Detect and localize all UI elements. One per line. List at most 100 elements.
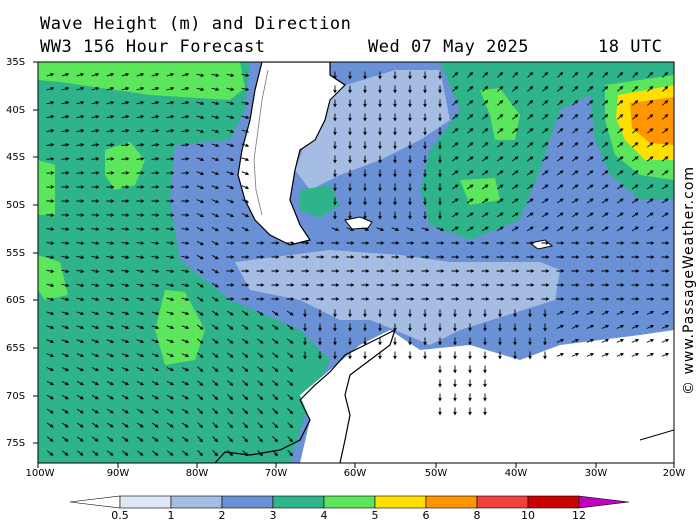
direction-arrow	[331, 269, 340, 273]
direction-arrow	[196, 73, 205, 78]
legend-label-0-5: 0.5	[111, 509, 129, 522]
direction-arrow	[617, 114, 624, 120]
direction-arrow	[541, 283, 550, 287]
direction-arrow	[616, 156, 624, 162]
direction-arrow	[196, 227, 204, 232]
direction-arrow	[211, 157, 220, 162]
direction-arrow	[136, 269, 145, 274]
direction-arrow	[196, 115, 205, 120]
direction-arrow	[196, 324, 204, 330]
direction-arrow	[301, 241, 310, 245]
direction-arrow	[646, 310, 654, 315]
direction-arrow	[421, 297, 430, 301]
direction-arrow	[76, 100, 85, 105]
direction-arrow	[46, 283, 55, 288]
direction-arrow	[346, 255, 355, 259]
direction-arrow	[303, 309, 307, 318]
direction-arrow	[76, 297, 85, 302]
direction-arrow	[61, 394, 69, 400]
direction-arrow	[91, 157, 100, 161]
direction-arrow	[197, 352, 204, 358]
lat-label-65s: 65S	[6, 343, 26, 354]
direction-arrow	[46, 408, 54, 414]
wave-zone-west-bright-5	[38, 62, 245, 100]
direction-arrow	[211, 115, 220, 120]
direction-arrow	[511, 269, 520, 273]
direction-arrow	[602, 128, 609, 134]
direction-arrow	[241, 213, 250, 218]
direction-arrow	[421, 255, 430, 259]
direction-arrow	[331, 241, 340, 245]
direction-arrow	[271, 269, 280, 273]
direction-arrow	[257, 450, 263, 457]
direction-arrow	[241, 324, 249, 330]
direction-arrow	[423, 337, 427, 346]
direction-arrow	[527, 85, 534, 92]
direction-arrow	[511, 283, 520, 287]
direction-arrow	[376, 227, 385, 232]
direction-arrow	[256, 255, 265, 259]
direction-arrow	[482, 100, 489, 106]
direction-arrow	[408, 85, 412, 94]
direction-arrow	[152, 450, 159, 456]
direction-arrow	[556, 226, 564, 232]
direction-arrow	[76, 311, 85, 316]
direction-arrow	[226, 227, 234, 232]
direction-arrow	[512, 100, 519, 106]
direction-arrow	[211, 254, 219, 260]
direction-arrow	[587, 142, 594, 148]
direction-arrow	[212, 450, 218, 457]
direction-arrow	[481, 184, 489, 190]
direction-arrow	[76, 269, 85, 274]
direction-arrow	[601, 184, 609, 190]
direction-arrow	[468, 393, 472, 402]
direction-arrow	[106, 171, 115, 175]
direction-arrow	[181, 128, 190, 133]
direction-arrow	[196, 129, 205, 134]
direction-arrow	[421, 283, 430, 287]
direction-arrow	[106, 339, 115, 344]
lat-label-60s: 60S	[6, 295, 26, 306]
direction-arrow	[196, 213, 205, 218]
direction-arrow	[151, 157, 160, 161]
direction-arrow	[571, 338, 580, 343]
direction-arrow	[513, 351, 517, 360]
direction-arrow	[601, 241, 610, 245]
south-america	[237, 62, 346, 246]
direction-arrow	[438, 379, 442, 388]
direction-arrow	[121, 436, 129, 442]
direction-arrow	[211, 87, 220, 92]
direction-arrow	[303, 351, 307, 360]
direction-arrow	[556, 184, 564, 190]
direction-arrow	[452, 85, 459, 92]
direction-arrow	[121, 311, 130, 316]
direction-arrow	[242, 436, 249, 443]
direction-arrow	[241, 185, 250, 190]
direction-arrow	[76, 408, 84, 414]
direction-arrow	[391, 227, 400, 232]
wave-zone-fitzroy-green	[300, 185, 340, 218]
direction-arrow	[181, 353, 190, 358]
direction-arrow	[481, 297, 490, 301]
direction-arrow	[526, 226, 534, 232]
direction-arrow	[333, 351, 337, 360]
direction-arrow	[631, 297, 640, 301]
direction-arrow	[376, 297, 385, 301]
direction-arrow	[572, 114, 579, 120]
direction-arrow	[496, 212, 504, 218]
direction-arrow	[646, 156, 654, 162]
direction-arrow	[393, 337, 397, 346]
direction-arrow	[481, 269, 490, 273]
direction-arrow	[483, 407, 487, 416]
direction-arrow	[151, 269, 160, 274]
direction-arrow	[106, 213, 115, 217]
direction-arrow	[91, 436, 99, 442]
direction-arrow	[286, 324, 294, 330]
direction-arrow	[586, 338, 595, 343]
direction-arrow	[483, 323, 487, 332]
direction-arrow	[287, 352, 294, 358]
lon-label-60w: 60W	[343, 468, 367, 479]
direction-arrow	[316, 269, 325, 273]
direction-arrow	[438, 365, 442, 374]
direction-arrow	[333, 337, 337, 346]
